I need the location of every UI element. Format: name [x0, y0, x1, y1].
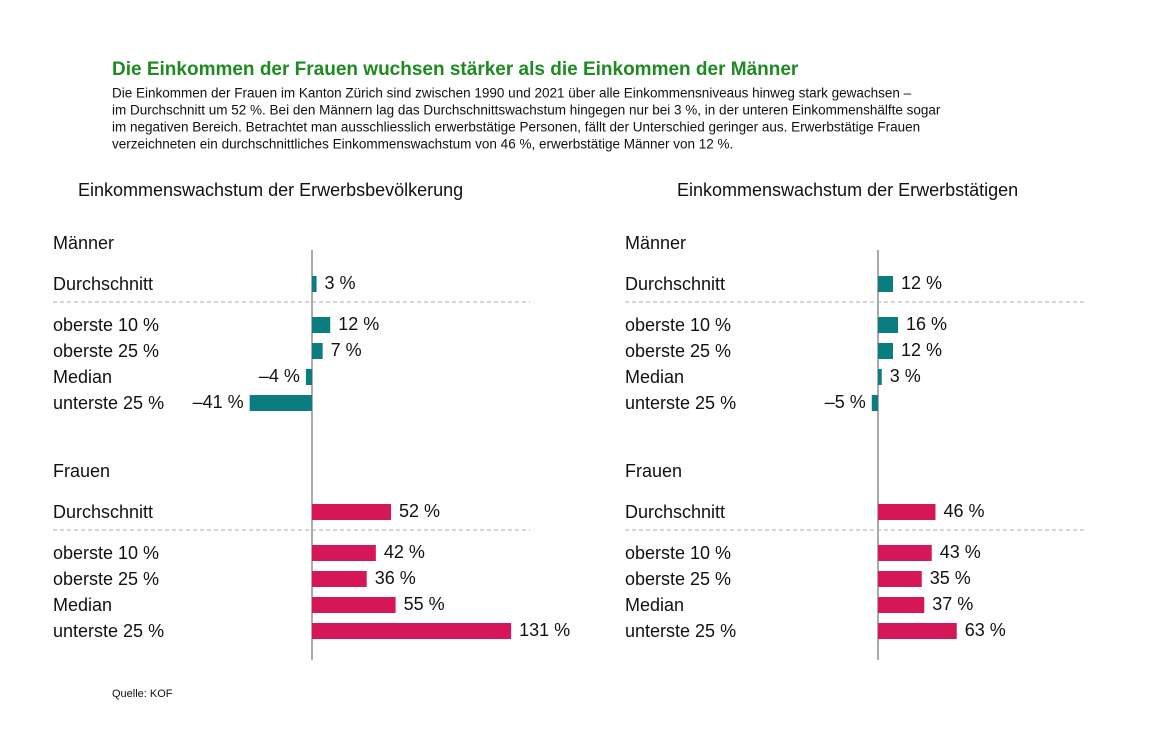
value-label: 37 % — [932, 594, 973, 614]
category-label: unterste 25 % — [625, 393, 736, 413]
bar — [312, 623, 512, 639]
category-label: Durchschnitt — [53, 274, 153, 294]
category-label: Durchschnitt — [625, 274, 725, 294]
description-line: verzeichneten ein durchschnittliches Ein… — [112, 137, 733, 152]
category-label: oberste 10 % — [53, 543, 159, 563]
value-label: 3 % — [325, 273, 356, 293]
group-label: Frauen — [625, 461, 682, 481]
category-label: oberste 25 % — [625, 341, 731, 361]
value-label: –5 % — [825, 392, 866, 412]
value-label: 52 % — [399, 501, 440, 521]
group-label: Männer — [625, 233, 686, 253]
bar — [249, 395, 312, 411]
bar — [312, 317, 331, 333]
value-label: 12 % — [901, 273, 942, 293]
bar — [312, 343, 323, 359]
category-label: Durchschnitt — [625, 502, 725, 522]
bar — [312, 504, 392, 520]
source: Quelle: KOF — [112, 688, 173, 700]
value-label: 42 % — [384, 542, 425, 562]
category-label: oberste 25 % — [625, 569, 731, 589]
category-label: Median — [53, 367, 112, 387]
value-label: 46 % — [944, 501, 985, 521]
bar — [878, 343, 893, 359]
value-label: 36 % — [375, 568, 416, 588]
category-label: oberste 10 % — [53, 315, 159, 335]
value-label: –41 % — [193, 392, 244, 412]
value-label: 7 % — [331, 340, 362, 360]
bar — [878, 369, 882, 385]
value-label: 12 % — [901, 340, 942, 360]
bar — [305, 369, 312, 385]
bar — [878, 571, 922, 587]
category-label: unterste 25 % — [53, 621, 164, 641]
bar — [312, 276, 317, 292]
category-label: Median — [625, 367, 684, 387]
bar — [871, 395, 878, 411]
bar — [878, 545, 932, 561]
category-label: Durchschnitt — [53, 502, 153, 522]
value-label: 63 % — [965, 620, 1006, 640]
chart-title: Einkommenswachstum der Erwerbstätigen — [677, 180, 1018, 200]
bar — [312, 571, 367, 587]
bar — [878, 623, 957, 639]
category-label: Median — [53, 595, 112, 615]
bar — [878, 597, 925, 613]
category-label: oberste 25 % — [53, 569, 159, 589]
category-label: oberste 10 % — [625, 315, 731, 335]
value-label: 131 % — [519, 620, 570, 640]
bar — [878, 504, 936, 520]
value-label: 16 % — [906, 314, 947, 334]
value-label: 35 % — [930, 568, 971, 588]
category-label: unterste 25 % — [53, 393, 164, 413]
value-label: 12 % — [338, 314, 379, 334]
bar — [312, 545, 376, 561]
category-label: Median — [625, 595, 684, 615]
page-title: Die Einkommen der Frauen wuchsen stärker… — [112, 59, 799, 80]
value-label: –4 % — [259, 366, 300, 386]
description-line: Die Einkommen der Frauen im Kanton Züric… — [112, 86, 912, 101]
bar — [878, 276, 893, 292]
value-label: 3 % — [890, 366, 921, 386]
group-label: Männer — [53, 233, 114, 253]
description-line: im Durchschnitt um 52 %. Bei den Männern… — [112, 103, 941, 118]
group-label: Frauen — [53, 461, 110, 481]
value-label: 43 % — [940, 542, 981, 562]
category-label: oberste 10 % — [625, 543, 731, 563]
category-label: unterste 25 % — [625, 621, 736, 641]
description-line: im negativen Bereich. Betrachtet man aus… — [112, 120, 920, 135]
bar — [878, 317, 898, 333]
bar — [312, 597, 396, 613]
chart-title: Einkommenswachstum der Erwerbsbevölkerun… — [78, 180, 463, 200]
value-label: 55 % — [404, 594, 445, 614]
category-label: oberste 25 % — [53, 341, 159, 361]
